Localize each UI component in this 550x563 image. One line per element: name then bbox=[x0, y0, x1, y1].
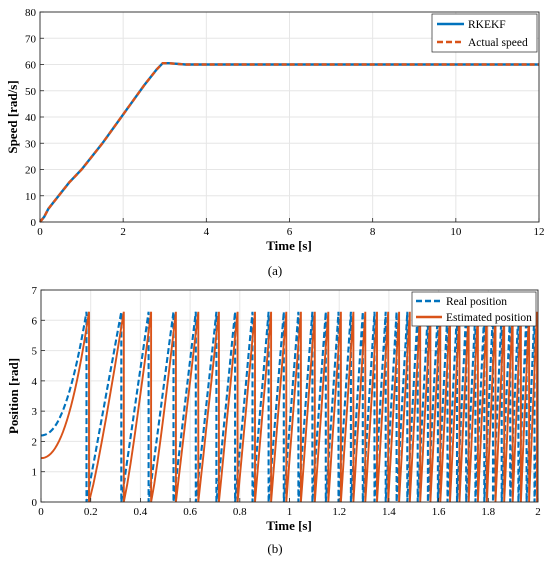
a-x-tick-label: 6 bbox=[287, 226, 293, 238]
real-position-line bbox=[41, 311, 538, 502]
legend-label-real-position: Real position bbox=[446, 296, 507, 308]
b-y-tick-label: 7 bbox=[32, 285, 38, 297]
b-x-tick-label: 2 bbox=[535, 506, 541, 518]
b-y-tick-label: 6 bbox=[32, 315, 38, 327]
speed-plot-frame bbox=[39, 11, 540, 223]
a-y-tick-label: 20 bbox=[25, 165, 37, 177]
b-x-tick-label: 0.6 bbox=[183, 506, 197, 518]
a-x-tick-label: 2 bbox=[120, 226, 126, 238]
a-x-tick-label: 0 bbox=[37, 226, 43, 238]
b-y-tick-label: 1 bbox=[32, 467, 38, 479]
b-x-tick-label: 1.4 bbox=[382, 506, 396, 518]
a-x-tick-label: 4 bbox=[204, 226, 210, 238]
b-y-tick-label: 5 bbox=[32, 346, 38, 358]
speed-x-axis-label: Time [s] bbox=[266, 238, 312, 253]
position-plot-frame bbox=[40, 289, 539, 503]
b-y-tick-label: 0 bbox=[32, 497, 38, 509]
b-x-tick-label: 0 bbox=[38, 506, 44, 518]
a-y-tick-label: 80 bbox=[25, 7, 37, 19]
speed-legend: RKEKF Actual speed bbox=[431, 13, 538, 53]
a-y-tick-label: 10 bbox=[25, 191, 37, 203]
speed-legend-box bbox=[431, 13, 538, 53]
position-y-axis-label: Position [rad] bbox=[6, 358, 21, 434]
a-y-tick-label: 0 bbox=[31, 217, 37, 229]
a-y-tick-label: 40 bbox=[25, 112, 37, 124]
a-x-tick-label: 10 bbox=[450, 226, 462, 238]
estimated-position-line bbox=[41, 311, 538, 502]
panel-b-caption: (b) bbox=[267, 541, 282, 556]
b-x-tick-label: 1.6 bbox=[432, 506, 446, 518]
speed-y-axis-label: Speed [rad/s] bbox=[5, 80, 20, 153]
position-legend-box bbox=[411, 291, 537, 327]
a-x-tick-label: 8 bbox=[370, 226, 376, 238]
legend-label-estimated-position: Estimated position bbox=[446, 312, 532, 324]
b-x-tick-label: 0.4 bbox=[134, 506, 148, 518]
legend-label-rkekf: RKEKF bbox=[468, 19, 506, 31]
a-y-tick-label: 70 bbox=[25, 33, 37, 45]
actual-speed-line bbox=[39, 62, 539, 223]
position-legend: Real position Estimated position bbox=[411, 291, 537, 327]
a-y-tick-label: 50 bbox=[25, 86, 37, 98]
b-x-tick-label: 0.8 bbox=[233, 506, 247, 518]
b-y-tick-label: 3 bbox=[32, 406, 38, 418]
a-y-tick-label: 30 bbox=[25, 138, 37, 150]
panel-a-caption: (a) bbox=[268, 263, 282, 278]
a-y-tick-label: 60 bbox=[25, 60, 37, 72]
b-y-tick-label: 4 bbox=[32, 376, 38, 388]
b-x-tick-label: 1.8 bbox=[481, 506, 495, 518]
b-x-tick-label: 1.2 bbox=[332, 506, 346, 518]
b-x-tick-label: 1 bbox=[287, 506, 293, 518]
legend-label-actual-speed: Actual speed bbox=[468, 37, 528, 49]
b-x-tick-label: 0.2 bbox=[84, 506, 98, 518]
position-chart: 0 0.2 0.4 0.6 0.8 1 1.2 1.4 1.6 1.8 2 0 1 2 3 4 5 6 7 Tim… bbox=[6, 285, 541, 556]
position-x-axis-label: Time [s] bbox=[266, 518, 312, 533]
a-x-tick-label: 12 bbox=[534, 226, 545, 238]
speed-chart: 0 2 4 6 8 10 12 0 10 20 30 40 50 60 70 80 Time [s] Spe… bbox=[5, 7, 545, 278]
b-y-tick-label: 2 bbox=[32, 436, 38, 448]
